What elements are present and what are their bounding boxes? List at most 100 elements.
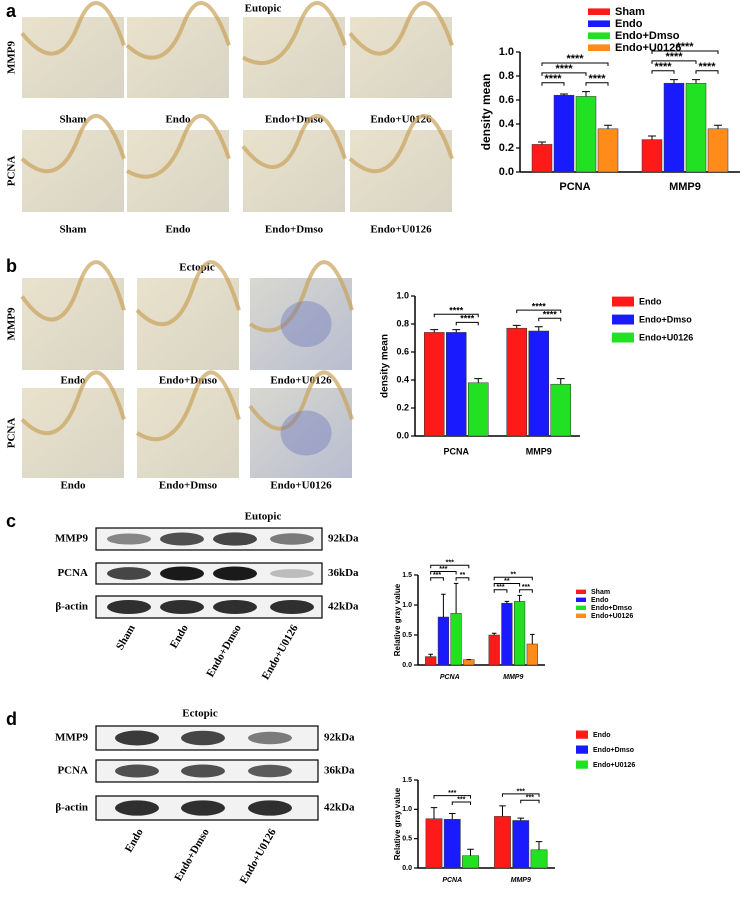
size-label: 92kDa [328, 533, 359, 545]
bar [597, 128, 619, 173]
blot-band [160, 566, 204, 581]
panel-title: Eutopic [245, 3, 282, 15]
bracket [493, 576, 533, 581]
bracket [516, 309, 562, 314]
y-tick-label: 1.5 [402, 777, 412, 784]
bracket [651, 60, 697, 64]
error-bar [441, 593, 446, 617]
blot-strip [95, 527, 323, 551]
error-bar [453, 582, 459, 614]
error-bar [670, 79, 678, 84]
error-bar [430, 329, 439, 333]
significance: *** [496, 584, 504, 591]
bracket [519, 589, 533, 593]
blot-band [107, 599, 151, 615]
legend-label: Endo [591, 597, 609, 604]
image-caption: Endo+Dmso [159, 375, 218, 387]
micrograph [250, 388, 352, 478]
significance: **** [698, 61, 716, 73]
protein-label: PCNA [57, 567, 88, 579]
panel-letter: b [6, 256, 17, 276]
significance: **** [676, 41, 694, 53]
blot-strip [95, 562, 323, 585]
y-tick-label: 1.0 [396, 290, 409, 300]
significance: **** [665, 51, 683, 63]
significance: *** [457, 796, 465, 803]
blot-band [160, 532, 204, 546]
y-tick-label: 0.0 [499, 166, 514, 178]
legend-swatch [576, 730, 588, 739]
significance: *** [448, 790, 456, 797]
tissue-edge [125, 1, 231, 60]
error-bar [538, 141, 546, 145]
bracket [501, 793, 540, 797]
bracket [541, 82, 565, 86]
legend-label: Endo [593, 732, 611, 739]
tissue-edge [20, 1, 126, 56]
x-tick-label: PCNA [442, 877, 462, 884]
blot-band [160, 599, 204, 615]
row-label: MMP9 [6, 41, 18, 74]
image-caption: Endo+U0126 [370, 114, 432, 126]
bracket [493, 589, 508, 593]
micrograph [22, 278, 124, 370]
blot-band [248, 800, 292, 816]
error-bar [714, 124, 722, 129]
legend-label: Endo [615, 18, 643, 30]
error-bar [430, 807, 438, 819]
tissue-edge [242, 1, 347, 66]
tissue-edge [20, 114, 126, 174]
image-caption: Endo [60, 480, 86, 492]
micrograph [22, 17, 124, 98]
micrograph [250, 278, 352, 370]
bar [450, 613, 462, 666]
legend-swatch [576, 745, 588, 754]
y-tick-label: 0.8 [396, 318, 409, 328]
blot-band [270, 533, 314, 545]
image-caption: Endo [165, 224, 191, 236]
legend-label: Endo+Dmso [593, 747, 634, 754]
tissue-edge [241, 114, 347, 169]
bracket [651, 70, 675, 74]
bar [575, 96, 597, 173]
bar-chart: 0.0 0.2 0.4 0.6 0.8 1.0 density mean PCNA MMP9 **… [380, 290, 694, 456]
error-bar [467, 848, 474, 856]
image-caption: Endo [60, 375, 86, 387]
significance: **** [543, 309, 558, 319]
blot-band [107, 533, 151, 545]
error-bar [534, 326, 543, 331]
legend-label: Sham [591, 589, 610, 596]
image-caption: Endo [165, 114, 191, 126]
image-caption: Endo+U0126 [270, 480, 332, 492]
bracket [493, 583, 521, 587]
bar [553, 94, 575, 173]
y-tick-label: 0.6 [499, 94, 514, 106]
bar [685, 82, 707, 173]
bar [443, 819, 461, 869]
y-axis-label: density mean [380, 334, 391, 398]
blot-band [248, 731, 292, 745]
bar [494, 816, 511, 869]
significance: **** [555, 63, 573, 75]
micrograph [243, 17, 345, 98]
y-tick-label: 1.5 [402, 572, 412, 579]
bracket [695, 70, 719, 74]
x-tick-label: PCNA [443, 446, 469, 456]
y-tick-label: 0.5 [402, 836, 412, 843]
x-tick-label: MMP9 [526, 446, 552, 456]
error-bar [504, 600, 510, 604]
legend-label: Endo+Dmso [615, 30, 680, 42]
blot-band [181, 730, 225, 746]
bracket [541, 62, 609, 66]
bar [437, 616, 449, 666]
y-tick-label: 0.0 [402, 865, 412, 872]
panel-letter: a [6, 1, 17, 21]
y-tick-label: 1.0 [402, 806, 412, 813]
error-bar [448, 812, 456, 820]
bar [528, 330, 549, 437]
significance: **** [460, 314, 475, 324]
image-caption: Sham [60, 114, 87, 126]
legend-label: Endo [639, 296, 662, 306]
blot-band [181, 764, 225, 778]
